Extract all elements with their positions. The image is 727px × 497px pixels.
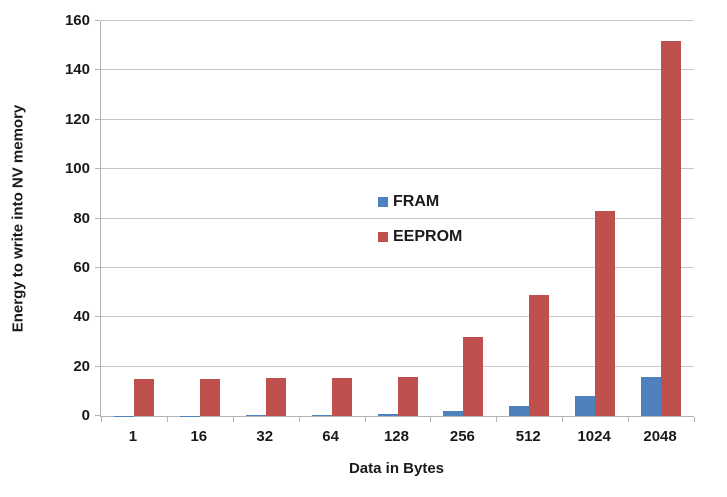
x-tick-mark-6 xyxy=(496,417,498,422)
x-tick-mark-7 xyxy=(562,417,564,422)
x-tick-mark-3 xyxy=(298,417,300,422)
bar-eeprom-128 xyxy=(397,376,418,416)
x-tick-mark-4 xyxy=(364,417,366,422)
bar-fram-128 xyxy=(377,413,398,416)
y-axis-title: Energy to write into NV memory xyxy=(9,104,27,333)
bar-fram-1024 xyxy=(575,396,596,416)
gridline-y-80 xyxy=(101,217,694,219)
bar-fram-256 xyxy=(443,411,464,416)
y-tick-mark-160 xyxy=(95,20,100,21)
legend: FRAM EEPROM xyxy=(378,192,462,262)
y-tick-label-160: 160 xyxy=(64,12,90,29)
y-tick-label-80: 80 xyxy=(73,209,90,227)
bar-eeprom-256 xyxy=(463,337,484,416)
gridline-y-140 xyxy=(101,69,694,71)
x-axis-title: Data in Bytes xyxy=(348,460,445,477)
y-tick-label-0: 0 xyxy=(81,407,90,424)
y-tick-label-20: 20 xyxy=(73,357,90,375)
gridline-y-100 xyxy=(101,168,694,170)
y-tick-mark-80 xyxy=(95,217,100,219)
x-tick-label-512: 512 xyxy=(515,428,541,445)
plot-area xyxy=(95,20,695,422)
y-tick-mark-140 xyxy=(95,69,100,71)
x-tick-label-16: 16 xyxy=(190,428,208,445)
bar-eeprom-32 xyxy=(265,378,286,416)
legend-item-fram: FRAM xyxy=(378,192,462,212)
x-tick-mark-1 xyxy=(166,417,168,422)
legend-label-fram: FRAM xyxy=(393,193,440,210)
x-tick-label-256: 256 xyxy=(449,428,475,445)
fram-swatch-icon xyxy=(378,197,388,207)
x-tick-label-1024: 1024 xyxy=(577,428,611,445)
gridline-y-60 xyxy=(101,266,694,268)
y-tick-mark-0 xyxy=(95,415,100,416)
x-tick-mark-9 xyxy=(694,417,695,422)
x-tick-label-128: 128 xyxy=(383,428,409,445)
y-tick-mark-60 xyxy=(95,266,100,268)
bar-fram-32 xyxy=(245,415,266,416)
bar-eeprom-64 xyxy=(331,377,352,416)
bar-fram-512 xyxy=(509,406,530,416)
bar-eeprom-16 xyxy=(199,378,220,416)
bar-eeprom-512 xyxy=(529,295,550,416)
x-tick-label-32: 32 xyxy=(256,428,274,445)
x-tick-mark-8 xyxy=(628,417,630,422)
eeprom-swatch-icon xyxy=(378,232,388,242)
y-tick-label-120: 120 xyxy=(64,110,90,128)
legend-item-eeprom: EEPROM xyxy=(378,227,462,247)
x-tick-label-2048: 2048 xyxy=(643,428,677,445)
x-tick-label-64: 64 xyxy=(322,428,339,445)
gridline-y-160 xyxy=(101,20,694,21)
gridline-y-120 xyxy=(101,118,694,120)
y-tick-label-100: 100 xyxy=(64,160,90,178)
y-tick-label-40: 40 xyxy=(73,308,90,326)
gridline-y-40 xyxy=(101,316,694,318)
legend-label-eeprom: EEPROM xyxy=(393,228,463,245)
y-tick-mark-100 xyxy=(95,168,100,170)
bar-eeprom-1024 xyxy=(595,211,616,416)
x-tick-mark-2 xyxy=(232,417,234,422)
bar-fram-2048 xyxy=(641,376,662,416)
bar-eeprom-2048 xyxy=(661,40,682,416)
y-tick-mark-120 xyxy=(95,118,100,120)
y-tick-mark-40 xyxy=(95,316,100,318)
y-tick-label-60: 60 xyxy=(73,258,90,276)
x-tick-mark-5 xyxy=(430,417,432,422)
y-tick-mark-20 xyxy=(95,365,100,367)
y-tick-label-140: 140 xyxy=(64,61,90,79)
bar-fram-64 xyxy=(311,414,332,416)
gridline-y-20 xyxy=(101,365,694,367)
x-tick-mark-0 xyxy=(101,417,102,422)
bar-eeprom-1 xyxy=(133,378,154,416)
x-tick-label-1: 1 xyxy=(128,428,138,445)
